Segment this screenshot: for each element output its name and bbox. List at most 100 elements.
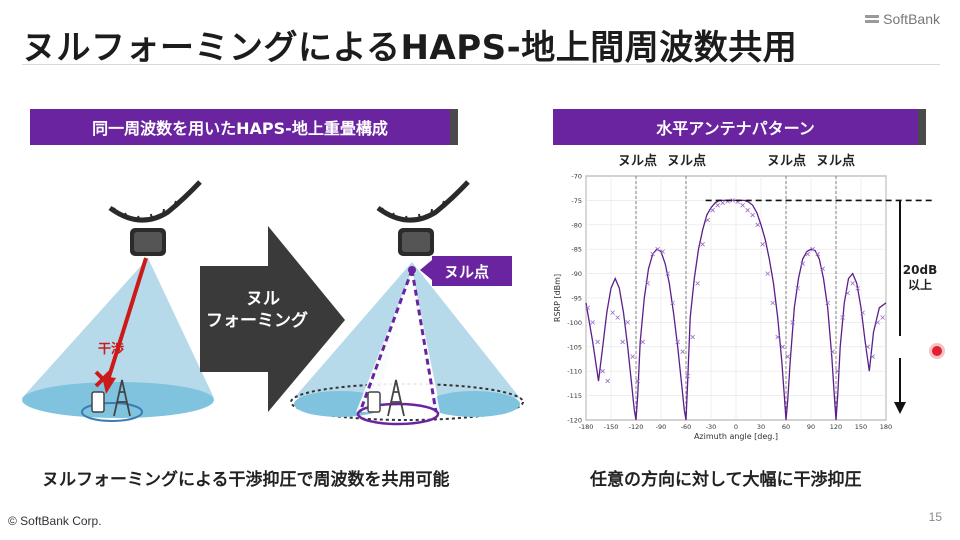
measured-point	[780, 344, 785, 350]
measured-point	[865, 344, 870, 350]
measured-point	[715, 202, 720, 208]
transform-arrow	[200, 226, 345, 412]
x-tick-label: -150	[604, 423, 619, 431]
arrow-label-line1: ヌル	[246, 289, 280, 309]
page-number: 15	[928, 510, 942, 524]
measured-point	[610, 310, 615, 315]
y-tick-label: -120	[567, 417, 582, 425]
measured-point	[800, 261, 805, 267]
y-tick-label: -110	[567, 368, 582, 376]
phone-icon-left	[91, 391, 105, 413]
measured-point	[880, 315, 885, 320]
measured-point	[740, 202, 745, 208]
measured-point	[650, 251, 655, 257]
null-point-label: ヌル点	[444, 263, 489, 281]
measured-point	[700, 242, 705, 247]
x-tick-label: 90	[807, 423, 815, 431]
measured-point	[620, 339, 625, 345]
null-label-1: ヌル点	[618, 154, 658, 169]
measured-point	[630, 354, 635, 359]
haps-aircraft-icon-left	[108, 180, 202, 256]
measured-point	[730, 198, 735, 203]
suppression-label-line2: 以上	[908, 277, 932, 292]
slide-title: ヌルフォーミングによるHAPS-地上間周波数共用	[22, 28, 798, 68]
measured-point	[595, 339, 600, 345]
measured-point	[605, 378, 610, 384]
x-tick-label: 180	[880, 423, 892, 431]
y-axis-label: RSRP [dBm]	[553, 274, 562, 322]
measured-point	[705, 217, 710, 223]
x-tick-label: 0	[734, 423, 738, 431]
measured-point	[825, 300, 830, 306]
measured-point	[805, 251, 810, 257]
measured-point	[845, 290, 850, 296]
null-label-2: ヌル点	[667, 154, 707, 169]
measured-point	[585, 305, 590, 311]
suppression-arrow-head	[894, 402, 906, 414]
measured-point	[850, 281, 855, 286]
measured-point	[770, 300, 775, 306]
y-tick-label: -100	[567, 319, 582, 327]
x-tick-label: -30	[706, 423, 717, 431]
arrow-label-line2: フォーミング	[206, 310, 308, 331]
measured-point	[635, 378, 640, 384]
haps-beam-right	[290, 262, 524, 426]
measured-point	[655, 246, 660, 252]
measured-point	[755, 222, 760, 228]
right-panel-header: 水平アンテナパターン	[553, 109, 926, 145]
tower-icon-right	[387, 379, 405, 417]
measured-point	[760, 242, 765, 247]
x-tick-label: 60	[782, 423, 790, 431]
measured-point	[670, 300, 675, 306]
reference-level-annotation	[705, 199, 932, 414]
measured-point	[615, 315, 620, 320]
measured-point	[745, 207, 750, 213]
interference-label: 干渉	[98, 341, 124, 357]
y-tick-label: -90	[571, 270, 582, 278]
null-label-3: ヌル点	[767, 154, 807, 169]
left-panel-header-text: 同一周波数を用いたHAPS-地上重畳構成	[92, 119, 388, 138]
null-label-4: ヌル点	[816, 154, 856, 169]
measured-point	[785, 354, 790, 359]
measured-point	[790, 320, 795, 325]
measured-point	[675, 339, 680, 345]
null-point-callout	[420, 256, 512, 286]
measured-point	[720, 200, 725, 206]
null-angle-lines	[635, 176, 837, 420]
chart-ticks: -180 -150 -120 -90 -60 -30 0 30 60 90 120 150 180 -70…	[567, 173, 892, 432]
x-tick-label: 150	[855, 423, 867, 431]
measured-point	[750, 212, 755, 218]
measured-point	[660, 249, 665, 254]
measured-point	[820, 266, 825, 272]
measured-point	[695, 281, 700, 286]
measured-point	[830, 349, 835, 354]
x-tick-label: 30	[757, 423, 765, 431]
right-panel-header-text: 水平アンテナパターン	[656, 119, 815, 138]
tower-icon-left	[113, 379, 131, 417]
title-divider	[22, 64, 940, 65]
left-caption: ヌルフォーミングによる干渉抑圧で周波数を共用可能	[42, 470, 450, 490]
measured-point	[590, 320, 595, 325]
measured-point	[840, 315, 845, 320]
antenna-pattern-chart: -180 -150 -120 -90 -60 -30 0 30 60 90 120 150 180 -70…	[553, 173, 937, 442]
softbank-logo: SoftBank	[865, 11, 940, 27]
measured-point	[835, 368, 840, 374]
x-axis-label: Azimuth angle [deg.]	[694, 432, 778, 441]
measured-point	[810, 246, 815, 252]
measured-point	[690, 334, 695, 340]
haps-aircraft-icon-right	[376, 180, 470, 256]
haps-diagram: 干渉 ヌル フォーミング ヌル点	[22, 180, 524, 426]
measured-point	[640, 339, 645, 345]
y-tick-label: -75	[571, 197, 582, 205]
measured-point	[795, 285, 800, 291]
suppression-label-line1: 20dB	[903, 263, 937, 277]
measured-point	[775, 334, 780, 340]
measured-point	[645, 281, 650, 286]
measured-point	[680, 349, 685, 354]
measured-point	[875, 320, 880, 325]
x-tick-label: -180	[579, 423, 594, 431]
measured-point	[665, 271, 670, 276]
measured-point	[685, 373, 690, 379]
blocked-x-icon	[94, 370, 112, 388]
ground-cell-left	[81, 370, 143, 422]
